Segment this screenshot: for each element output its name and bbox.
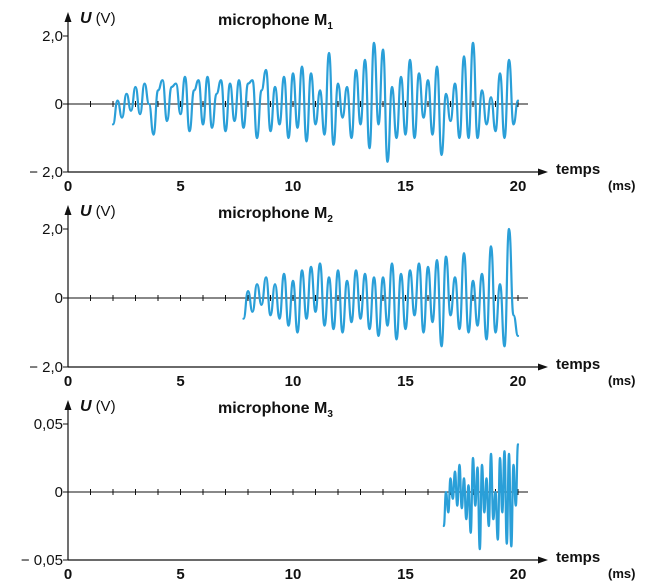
x-axis-unit: (ms): [608, 566, 635, 581]
y-tick-label: 0: [55, 290, 63, 307]
y-tick-label: 2,0: [42, 28, 63, 45]
y-axis-arrow: [64, 205, 72, 215]
chart-title-main: microphone M: [218, 12, 327, 29]
y-tick-label: 0: [55, 484, 63, 501]
y-axis-arrow: [64, 12, 72, 22]
signal-series-line: [111, 41, 520, 163]
x-axis-label: temps: [556, 356, 600, 373]
x-axis-arrow: [538, 363, 548, 371]
y-axis-arrow: [64, 400, 72, 410]
x-tick-label: 15: [397, 178, 414, 195]
x-axis-label: temps: [556, 161, 600, 178]
x-tick-label: 10: [285, 373, 302, 390]
x-axis-arrow: [538, 556, 548, 564]
y-tick-label: 0,05: [34, 416, 63, 433]
y-axis-symbol: U: [80, 203, 92, 220]
x-tick-label: 15: [397, 566, 414, 583]
chart-title: microphone M1: [218, 12, 333, 32]
x-tick-label: 5: [176, 373, 184, 390]
chart-title-subscript: 2: [327, 214, 333, 225]
chart-panel-microphone-1: 2,00− 2,00 5 10 15 20U (V) microphone M1temps(…: [29, 10, 635, 195]
chart-panel-microphone-2: 2,00− 2,00 5 10 15 20U (V) microphone M2temps(…: [29, 203, 635, 390]
x-axis-arrow: [538, 168, 548, 176]
y-axis-label: U (V): [80, 203, 116, 220]
x-tick-label: 20: [510, 178, 527, 195]
y-axis-unit: (V): [96, 203, 116, 220]
y-axis-symbol: U: [80, 10, 92, 27]
chart-panel-microphone-3: 0,050− 0,050 5 10 15 20U (V) microphone M3temp…: [21, 398, 636, 583]
y-axis-symbol: U: [80, 398, 92, 415]
y-axis-unit: (V): [96, 398, 116, 415]
signal-series-line: [242, 227, 520, 348]
x-tick-label: 0: [64, 566, 72, 583]
chart-title-main: microphone M: [218, 400, 327, 417]
x-tick-label: 5: [176, 566, 184, 583]
chart-title: microphone M2: [218, 205, 333, 225]
y-tick-label: − 2,0: [29, 164, 63, 181]
chart-title-main: microphone M: [218, 205, 327, 222]
x-tick-label: 0: [64, 373, 72, 390]
y-tick-label: 2,0: [42, 221, 63, 238]
chart-title-subscript: 1: [327, 21, 333, 32]
y-tick-label: − 0,05: [21, 552, 63, 569]
x-tick-label: 20: [510, 373, 527, 390]
y-tick-label: − 2,0: [29, 359, 63, 376]
x-tick-label: 10: [285, 178, 302, 195]
y-axis-unit: (V): [96, 10, 116, 27]
x-tick-label: 20: [510, 566, 527, 583]
x-tick-label: 5: [176, 178, 184, 195]
y-tick-label: 0: [55, 96, 63, 113]
x-axis-label: temps: [556, 549, 600, 566]
chart-title: microphone M3: [218, 400, 333, 420]
y-axis-label: U (V): [80, 398, 116, 415]
signal-series-line: [442, 443, 520, 551]
x-axis-unit: (ms): [608, 373, 635, 388]
x-tick-label: 15: [397, 373, 414, 390]
y-axis-label: U (V): [80, 10, 116, 27]
x-tick-label: 10: [285, 566, 302, 583]
chart-title-subscript: 3: [327, 409, 333, 420]
x-axis-unit: (ms): [608, 178, 635, 193]
x-tick-label: 0: [64, 178, 72, 195]
